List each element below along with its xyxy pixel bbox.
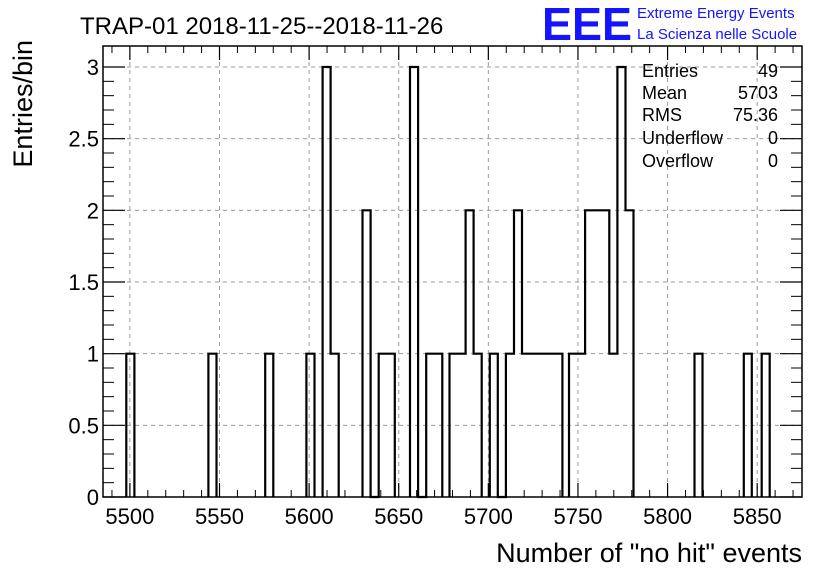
eee-logo-mark: EEE	[542, 0, 632, 50]
y-tick-label: 2.5	[68, 127, 99, 152]
x-tick-label: 5800	[643, 504, 692, 529]
x-tick-label: 5850	[733, 504, 782, 529]
x-tick-label: 5500	[105, 504, 154, 529]
y-tick-labels: 0 0.5 1 1.5 2 2.5 3	[68, 55, 99, 510]
x-tick-label: 5550	[195, 504, 244, 529]
stats-underflow-value: 0	[768, 128, 778, 148]
y-tick-label: 0.5	[68, 413, 99, 438]
y-axis-title: Entries/bin	[8, 40, 38, 168]
y-tick-label: 1.5	[68, 270, 99, 295]
stats-mean-label: Mean	[642, 83, 687, 103]
stats-underflow-label: Underflow	[642, 128, 724, 148]
stats-entries-label: Entries	[642, 61, 698, 81]
chart-title: TRAP-01 2018-11-25--2018-11-26	[80, 13, 443, 40]
stats-box: Entries 49 Mean 5703 RMS 75.36 Underflow…	[642, 61, 778, 171]
y-tick-label: 0	[87, 485, 99, 510]
x-tick-labels: 5500 5550 5600 5650 5700 5750 5800 5850	[105, 504, 781, 529]
eee-logo: EEE Extreme Energy Events La Scienza nel…	[542, 0, 797, 50]
stats-entries-value: 49	[758, 61, 778, 81]
y-tick-label: 2	[87, 198, 99, 223]
x-tick-label: 5650	[374, 504, 423, 529]
y-tick-label: 1	[87, 342, 99, 367]
stats-mean-value: 5703	[738, 83, 778, 103]
stats-overflow-value: 0	[768, 151, 778, 171]
logo-line-1: Extreme Energy Events	[637, 5, 795, 22]
logo-line-2: La Scienza nelle Scuole	[637, 26, 797, 43]
stats-rms-label: RMS	[642, 105, 682, 125]
y-tick-label: 3	[87, 55, 99, 80]
x-tick-label: 5600	[285, 504, 334, 529]
grid-lines	[103, 46, 802, 497]
stats-rms-value: 75.36	[733, 105, 778, 125]
axis-ticks	[103, 46, 802, 498]
stats-overflow-label: Overflow	[642, 151, 714, 171]
x-axis-title: Number of "no hit" events	[496, 538, 802, 568]
x-tick-label: 5700	[464, 504, 513, 529]
x-tick-label: 5750	[553, 504, 602, 529]
